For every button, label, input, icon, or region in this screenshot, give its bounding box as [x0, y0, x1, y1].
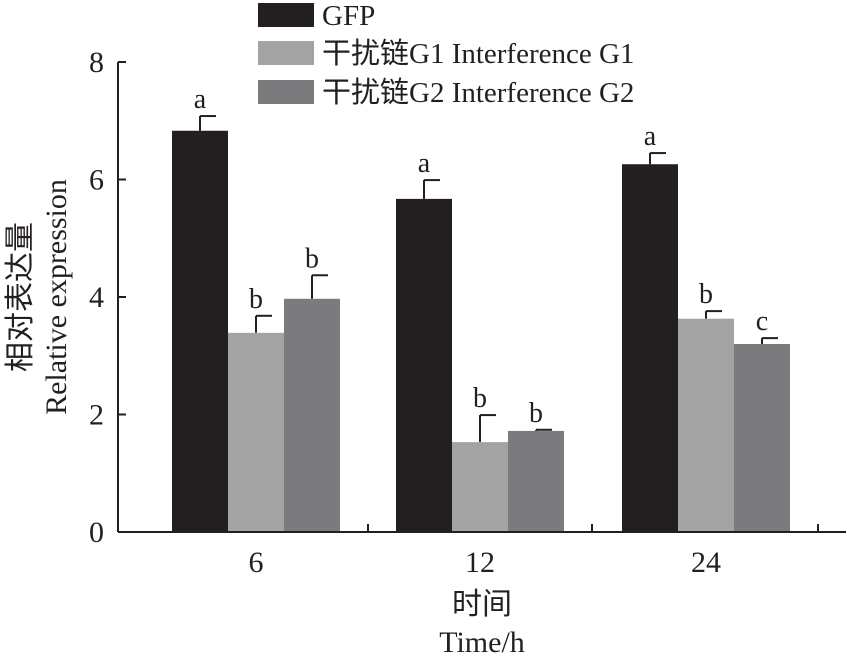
- legend: GFP 干扰链G1 Interference G1 干扰链G2 Interferen…: [258, 0, 634, 109]
- significance-label: b: [529, 398, 543, 429]
- legend-swatch: [258, 80, 314, 104]
- bar: [172, 130, 228, 533]
- y-tick-label: 0: [89, 516, 104, 549]
- bar: [452, 442, 508, 532]
- bar: [622, 164, 678, 532]
- x-tick-label: 24: [691, 546, 721, 579]
- y-tick-label: 6: [89, 164, 104, 197]
- bar: [734, 344, 790, 532]
- legend-swatch: [258, 41, 314, 65]
- legend-label: GFP: [322, 0, 375, 32]
- x-axis-label-cn: 时间: [452, 588, 512, 621]
- bars-layer: a a a b b b b b c: [172, 84, 790, 533]
- x-tick-label: 6: [249, 546, 264, 579]
- y-tick-label: 4: [89, 281, 104, 314]
- significance-label: b: [249, 284, 263, 315]
- significance-label: a: [418, 148, 431, 179]
- y-axis-label: Relative expression: [40, 179, 73, 415]
- bar: [284, 298, 340, 532]
- significance-label: b: [305, 243, 319, 274]
- significance-label: b: [699, 279, 713, 310]
- y-tick-label: 8: [89, 46, 104, 79]
- legend-label: 干扰链G2 Interference G2: [322, 76, 634, 109]
- bar: [396, 198, 452, 532]
- legend-label: 干扰链G1 Interference G1: [322, 37, 634, 70]
- x-axis-label: Time/h: [439, 626, 525, 658]
- legend-swatch: [258, 3, 314, 27]
- y-tick-label: 2: [89, 399, 104, 432]
- significance-label: b: [473, 383, 487, 414]
- bar: [678, 318, 734, 532]
- bar: [228, 332, 284, 532]
- significance-label: c: [756, 306, 768, 337]
- significance-label: a: [644, 121, 657, 152]
- x-tick-label: 12: [465, 546, 495, 579]
- bar: [508, 430, 564, 532]
- significance-label: a: [194, 84, 207, 115]
- y-axis-label-cn: 相对表达量: [4, 222, 37, 372]
